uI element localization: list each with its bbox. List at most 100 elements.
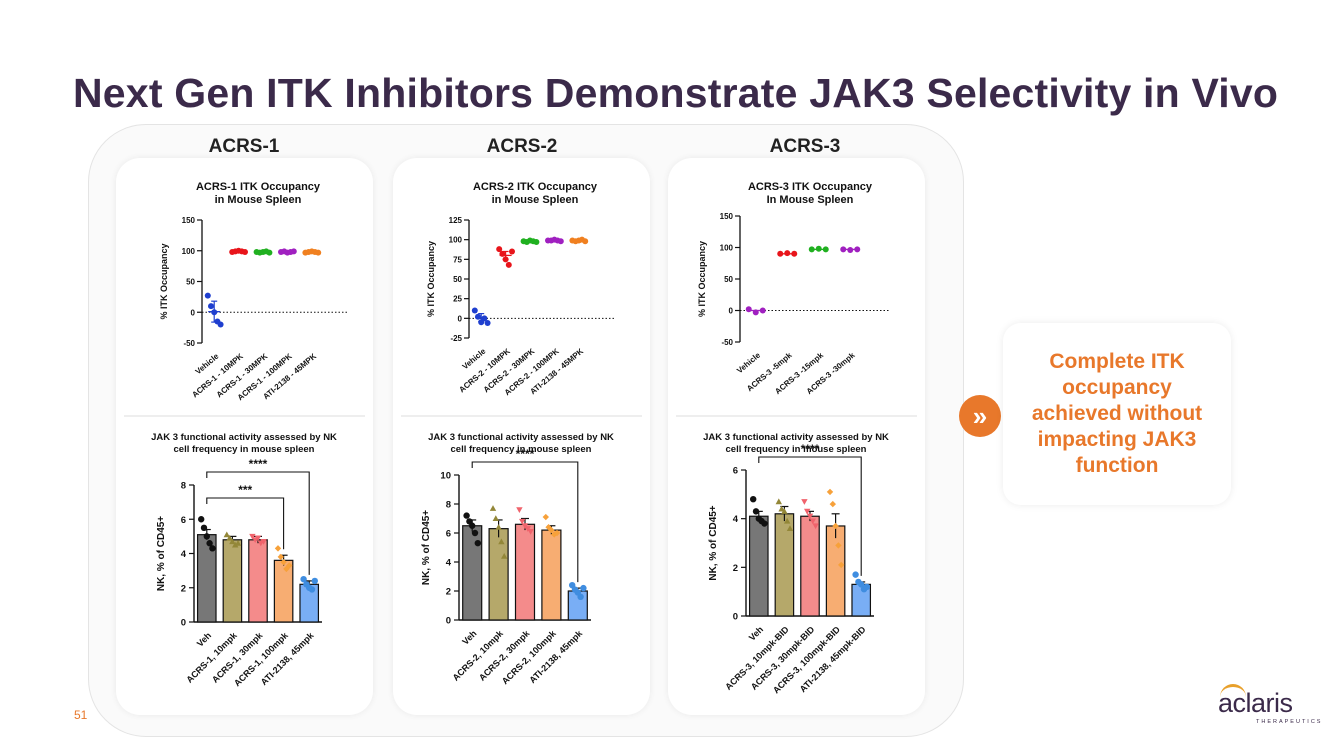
data-point <box>492 515 499 522</box>
bar <box>248 539 268 623</box>
column-label-acrs-3: ACRS-3 <box>769 136 841 157</box>
y-tick-label: 2 <box>733 563 738 574</box>
y-tick-label: 75 <box>453 255 462 264</box>
data-point <box>863 583 870 590</box>
data-point <box>761 520 768 527</box>
data-point <box>524 526 531 532</box>
data-point <box>198 516 205 523</box>
data-point <box>217 321 224 328</box>
data-point <box>474 539 481 547</box>
scatter-title-line: in Mouse Spleen <box>215 194 302 206</box>
data-point <box>812 523 819 530</box>
data-point <box>489 505 497 511</box>
x-tick-label: Veh <box>460 628 478 646</box>
chevron-right-icon: » <box>959 395 1001 437</box>
scatter-title-line: ACRS-1 ITK Occupancy <box>196 181 321 193</box>
bar <box>800 515 820 617</box>
y-tick-label: -50 <box>721 338 733 347</box>
slide-title: Next Gen ITK Inhibitors Demonstrate JAK3… <box>73 70 1279 116</box>
y-axis-label: % ITK Occupancy <box>159 243 169 319</box>
page-number: 51 <box>74 708 88 722</box>
data-point <box>223 531 230 538</box>
data-point <box>234 540 242 546</box>
y-tick-label: 50 <box>724 275 733 284</box>
bar-title-line: cell frequency in mouse spleen <box>451 444 592 455</box>
column-label-acrs-1: ACRS-1 <box>208 136 280 157</box>
y-tick-label: 4 <box>181 549 187 560</box>
x-tick-label: Veh <box>747 624 765 642</box>
data-point <box>519 518 526 525</box>
y-tick-label: 8 <box>446 500 451 511</box>
data-point <box>274 545 282 552</box>
data-point <box>208 303 214 310</box>
logo-subtitle: THERAPEUTICS <box>1256 719 1323 725</box>
y-axis-label: NK, % of CD45+ <box>156 516 167 591</box>
data-point <box>801 499 808 505</box>
bar <box>222 539 243 623</box>
data-point <box>854 246 861 253</box>
data-point <box>829 500 836 508</box>
x-tick-label: Veh <box>195 630 213 648</box>
data-point <box>505 261 512 268</box>
data-point <box>806 513 814 520</box>
data-point <box>266 249 273 256</box>
data-point <box>471 529 479 537</box>
data-point <box>781 508 788 514</box>
significance-bracket <box>471 461 579 583</box>
data-point <box>778 505 785 512</box>
data-point <box>249 533 256 540</box>
data-point <box>784 517 791 524</box>
bar <box>462 525 483 621</box>
data-point <box>475 313 481 320</box>
y-tick-label: 4 <box>733 514 739 525</box>
y-tick-label: 100 <box>182 247 196 256</box>
bar <box>488 528 509 621</box>
y-tick-label: 150 <box>720 212 734 221</box>
data-point <box>804 508 811 515</box>
y-tick-label: 0 <box>181 618 186 629</box>
data-point <box>759 307 766 314</box>
data-point <box>481 315 488 322</box>
data-point <box>852 571 859 578</box>
data-point <box>484 320 491 327</box>
data-point <box>290 248 297 255</box>
data-point <box>582 238 589 245</box>
y-tick-label: 100 <box>449 236 463 245</box>
data-point <box>226 534 233 541</box>
y-tick-label: 4 <box>446 558 452 569</box>
data-point <box>557 238 564 245</box>
data-point <box>826 488 834 496</box>
significance-label: **** <box>801 442 820 456</box>
significance-label: **** <box>249 457 268 471</box>
data-point <box>752 508 760 515</box>
data-point <box>516 507 523 513</box>
data-point <box>542 513 549 521</box>
data-point <box>242 248 248 255</box>
data-point <box>232 541 239 548</box>
data-point <box>527 528 534 535</box>
y-tick-label: 50 <box>186 278 195 287</box>
significance-label: *** <box>238 483 252 497</box>
data-point <box>858 581 865 588</box>
scatter-title-line: ACRS-2 ITK Occupancy <box>473 181 598 193</box>
y-tick-label: 0 <box>458 314 463 323</box>
bar <box>273 559 294 623</box>
y-tick-label: 25 <box>453 295 462 304</box>
data-point <box>204 292 211 299</box>
data-point <box>280 558 287 566</box>
scatter-title-line: In Mouse Spleen <box>767 194 854 206</box>
data-point <box>260 538 267 545</box>
y-tick-label: 0 <box>446 616 451 627</box>
logo-arc-icon <box>1220 684 1246 701</box>
data-point <box>315 249 322 256</box>
y-tick-label: 6 <box>181 515 186 526</box>
data-point <box>775 498 782 505</box>
bar-title-line: JAK 3 functional activity assessed by NK <box>703 432 889 443</box>
scatter-title-line: ACRS-3 ITK Occupancy <box>748 181 873 193</box>
callout-text: Complete ITK occupancy achieved without … <box>1031 350 1203 477</box>
bar-title-line: JAK 3 functional activity assessed by NK <box>428 432 614 443</box>
bar-title-line: cell frequency in mouse spleen <box>174 444 315 455</box>
y-axis-label: % ITK Occupancy <box>697 241 707 317</box>
